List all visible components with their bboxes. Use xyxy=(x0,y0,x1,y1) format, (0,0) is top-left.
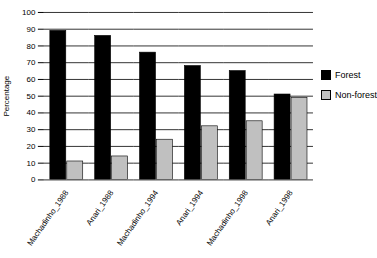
svg-text:90: 90 xyxy=(27,25,36,34)
html-text:Non-forest: Non-forest xyxy=(335,90,377,100)
svg-text:60: 60 xyxy=(27,75,36,84)
svg-text:0: 0 xyxy=(31,175,36,184)
svg-text:Anari_1994: Anari_1994 xyxy=(174,188,205,227)
svg-text:Anari_1998: Anari_1998 xyxy=(264,188,295,227)
svg-text:Machadinho_1988: Machadinho_1988 xyxy=(26,188,71,247)
svg-text:Machadinho_1994: Machadinho_1994 xyxy=(115,188,160,247)
svg-text:100: 100 xyxy=(22,8,36,17)
svg-text:30: 30 xyxy=(27,125,36,134)
svg-text:10: 10 xyxy=(27,159,36,168)
svg-text:Anari_1988: Anari_1988 xyxy=(85,188,116,227)
svg-text:80: 80 xyxy=(27,42,36,51)
svg-text:20: 20 xyxy=(27,142,36,151)
svg-text:50: 50 xyxy=(27,92,36,101)
svg-text:70: 70 xyxy=(27,58,36,67)
svg-text:Machadinho_1998: Machadinho_1998 xyxy=(205,188,250,247)
html-text:Forest: Forest xyxy=(335,70,361,80)
svg-text:Percentage: Percentage xyxy=(2,75,11,116)
svg-text:40: 40 xyxy=(27,108,36,117)
